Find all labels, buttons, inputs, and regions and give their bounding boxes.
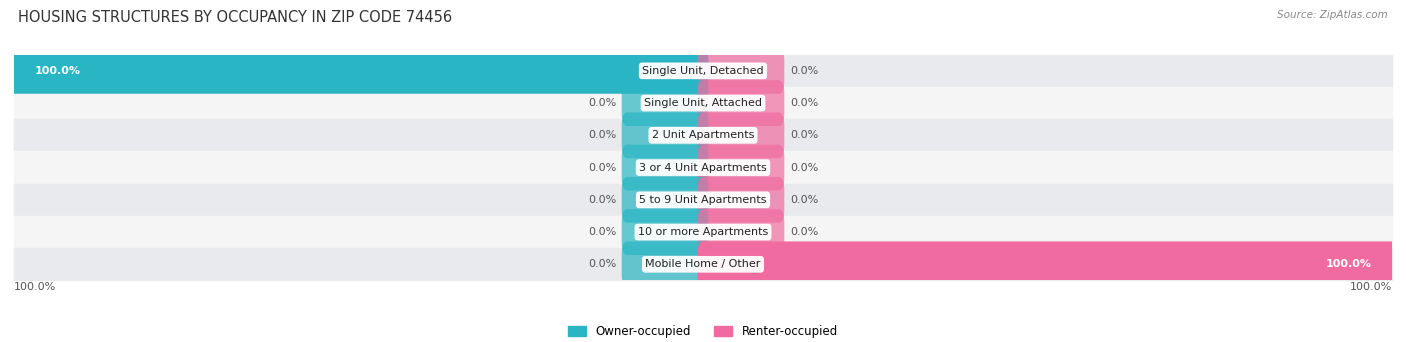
Text: 10 or more Apartments: 10 or more Apartments xyxy=(638,227,768,237)
FancyBboxPatch shape xyxy=(621,145,709,190)
Text: 2 Unit Apartments: 2 Unit Apartments xyxy=(652,130,754,140)
FancyBboxPatch shape xyxy=(621,177,709,223)
FancyBboxPatch shape xyxy=(621,241,709,287)
Text: 100.0%: 100.0% xyxy=(1326,259,1371,269)
Text: Single Unit, Attached: Single Unit, Attached xyxy=(644,98,762,108)
Text: 0.0%: 0.0% xyxy=(588,195,616,205)
FancyBboxPatch shape xyxy=(621,80,709,126)
Bar xyxy=(14,119,1392,152)
Legend: Owner-occupied, Renter-occupied: Owner-occupied, Renter-occupied xyxy=(568,325,838,338)
Text: HOUSING STRUCTURES BY OCCUPANCY IN ZIP CODE 74456: HOUSING STRUCTURES BY OCCUPANCY IN ZIP C… xyxy=(18,10,453,25)
Text: 0.0%: 0.0% xyxy=(790,98,818,108)
Text: 0.0%: 0.0% xyxy=(790,227,818,237)
FancyBboxPatch shape xyxy=(8,48,709,94)
FancyBboxPatch shape xyxy=(697,113,785,158)
Text: Mobile Home / Other: Mobile Home / Other xyxy=(645,259,761,269)
Bar xyxy=(14,55,1392,87)
Bar xyxy=(14,216,1392,248)
FancyBboxPatch shape xyxy=(697,177,785,223)
Text: Single Unit, Detached: Single Unit, Detached xyxy=(643,66,763,76)
FancyBboxPatch shape xyxy=(697,209,785,255)
Text: 100.0%: 100.0% xyxy=(14,282,56,292)
Bar xyxy=(14,248,1392,280)
FancyBboxPatch shape xyxy=(697,48,785,94)
Text: 0.0%: 0.0% xyxy=(588,130,616,140)
Bar xyxy=(14,87,1392,119)
Text: Source: ZipAtlas.com: Source: ZipAtlas.com xyxy=(1277,10,1388,20)
FancyBboxPatch shape xyxy=(621,209,709,255)
Text: 3 or 4 Unit Apartments: 3 or 4 Unit Apartments xyxy=(640,162,766,173)
Text: 100.0%: 100.0% xyxy=(35,66,80,76)
Text: 0.0%: 0.0% xyxy=(588,98,616,108)
FancyBboxPatch shape xyxy=(697,145,785,190)
Bar xyxy=(14,184,1392,216)
Text: 0.0%: 0.0% xyxy=(588,227,616,237)
Text: 0.0%: 0.0% xyxy=(588,162,616,173)
FancyBboxPatch shape xyxy=(697,80,785,126)
Text: 0.0%: 0.0% xyxy=(790,130,818,140)
Text: 5 to 9 Unit Apartments: 5 to 9 Unit Apartments xyxy=(640,195,766,205)
FancyBboxPatch shape xyxy=(697,241,1398,287)
Text: 100.0%: 100.0% xyxy=(1350,282,1392,292)
Text: 0.0%: 0.0% xyxy=(588,259,616,269)
Text: 0.0%: 0.0% xyxy=(790,162,818,173)
FancyBboxPatch shape xyxy=(621,113,709,158)
Text: 0.0%: 0.0% xyxy=(790,195,818,205)
Bar xyxy=(14,152,1392,184)
Text: 0.0%: 0.0% xyxy=(790,66,818,76)
